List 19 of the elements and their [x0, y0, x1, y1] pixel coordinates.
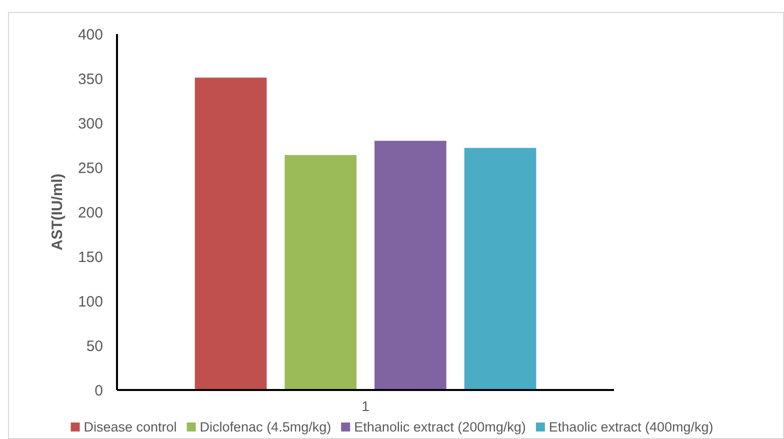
- x-tick-label: 1: [362, 398, 370, 414]
- y-tick-label: 300: [78, 115, 103, 132]
- y-tick-label: 350: [78, 70, 103, 88]
- bar: [374, 140, 446, 390]
- y-axis-title: AST(IU/ml): [49, 174, 66, 250]
- bar: [464, 148, 536, 390]
- legend-label: Disease control: [84, 420, 177, 435]
- y-tick-label: 400: [78, 26, 103, 44]
- y-tick-label: 100: [78, 293, 103, 310]
- bar: [284, 155, 357, 390]
- y-tick-label: 0: [94, 382, 103, 400]
- legend-label: Ethaolic extract (400mg/kg): [548, 420, 714, 435]
- legend-label: Diclofenac (4.5mg/kg): [200, 420, 332, 435]
- y-tick-label: 250: [78, 160, 103, 177]
- y-tick-label: 50: [86, 338, 103, 355]
- y-tick-label: 150: [78, 248, 103, 266]
- bar: [194, 78, 267, 390]
- legend-label: Ethanolic extract (200mg/kg): [354, 420, 526, 435]
- y-tick-label: 200: [78, 204, 103, 222]
